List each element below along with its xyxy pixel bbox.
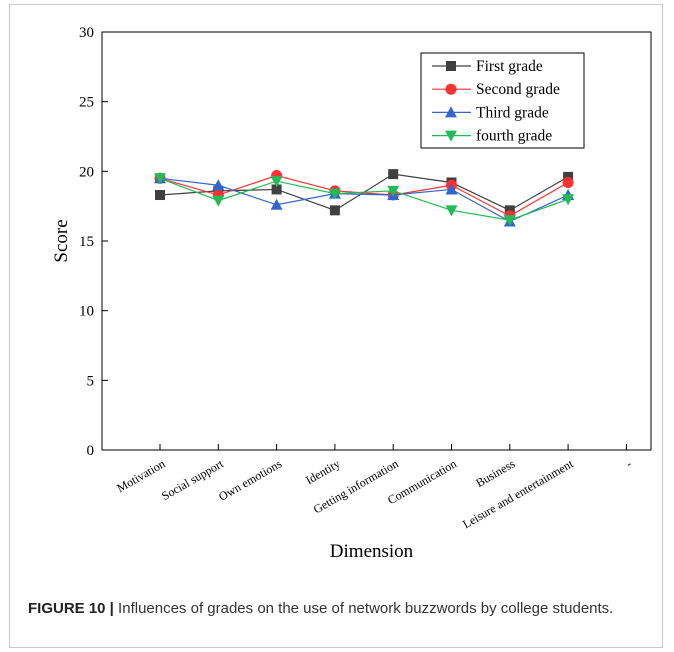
y-tick-label: 25 xyxy=(79,95,94,111)
legend-marker xyxy=(445,83,457,95)
data-point xyxy=(271,184,282,195)
x-tick-label: Identity xyxy=(303,456,342,487)
series-line xyxy=(159,174,569,217)
series-3 xyxy=(154,173,575,227)
data-point xyxy=(445,183,458,195)
legend-marker xyxy=(445,130,457,142)
data-point xyxy=(212,195,225,207)
x-tick-label: Social support xyxy=(159,456,226,503)
data-point xyxy=(270,176,283,188)
x-tick-label: Leisure and entertainment xyxy=(460,456,576,531)
x-tick-label: - xyxy=(623,456,633,470)
data-point xyxy=(445,205,458,217)
y-axis-title: Score xyxy=(51,219,72,262)
data-point xyxy=(212,179,225,191)
x-tick-label: Own emotions xyxy=(216,456,284,503)
data-point xyxy=(154,173,166,185)
y-tick-label: 20 xyxy=(79,164,94,180)
y-tick-label: 10 xyxy=(79,304,94,320)
data-point xyxy=(270,198,283,210)
legend: First grade Second grade Third grade fourth… xyxy=(420,52,585,149)
legend-item: Third grade xyxy=(432,104,549,121)
legend-item: Second grade xyxy=(432,81,560,98)
y-tick-label: 30 xyxy=(79,25,94,41)
series-line xyxy=(159,177,569,221)
figure-frame xyxy=(9,4,663,648)
series-layer xyxy=(154,169,575,227)
legend-label: Third grade xyxy=(476,104,549,121)
y-axis: 0 5 10 15 20 25 30 xyxy=(79,25,108,459)
x-tick-label: Motivation xyxy=(114,456,167,495)
data-point xyxy=(387,185,400,197)
data-point xyxy=(503,215,516,227)
data-point xyxy=(388,169,399,180)
figure-caption: FIGURE 10 | Influences of grades on the … xyxy=(28,598,648,620)
data-point xyxy=(563,171,574,182)
x-tick-label: Business xyxy=(473,456,517,490)
data-point xyxy=(562,194,575,206)
x-axis-title: Dimension xyxy=(330,541,414,562)
data-point xyxy=(504,205,515,216)
data-point xyxy=(155,190,165,201)
figure-label: FIGURE 10 | xyxy=(28,600,114,617)
data-point xyxy=(329,205,340,216)
legend-item: First grade xyxy=(432,58,543,75)
legend-label: First grade xyxy=(476,58,543,75)
legend-label: fourth grade xyxy=(476,128,552,145)
y-tick-label: 5 xyxy=(87,373,95,389)
legend-label: Second grade xyxy=(476,81,560,98)
legend-marker xyxy=(446,61,456,71)
data-point xyxy=(328,188,341,200)
y-tick-label: 0 xyxy=(87,443,95,459)
data-point xyxy=(562,176,574,188)
legend-item: fourth grade xyxy=(432,128,552,145)
series-line xyxy=(159,177,569,223)
legend-marker xyxy=(445,106,457,118)
y-tick-label: 15 xyxy=(79,234,94,250)
caption-text: Influences of grades on the use of netwo… xyxy=(113,600,614,617)
